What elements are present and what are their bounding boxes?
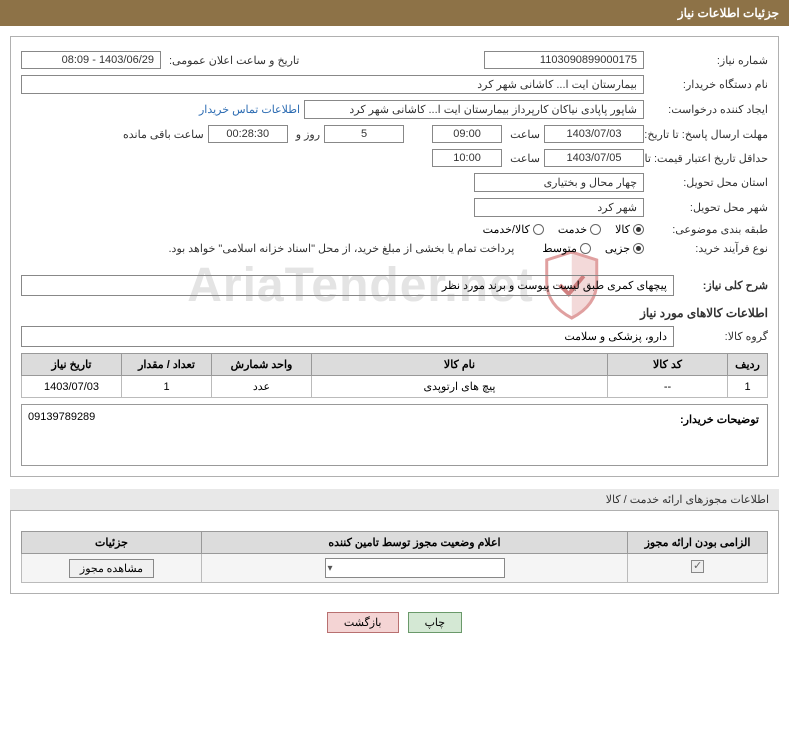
chevron-down-icon: ▾ <box>328 563 333 574</box>
table-row: 1 -- پیچ های ارتوپدی عدد 1 1403/07/03 <box>22 376 768 398</box>
footer-buttons: چاپ بازگشت <box>0 604 789 647</box>
buyer-desc-content: 09139789289 <box>22 405 657 465</box>
th-mandatory: الزامی بودن ارائه مجوز <box>628 532 768 554</box>
main-panel: شماره نیاز: 1103090899000175 تاریخ و ساع… <box>10 36 779 477</box>
need-number: 1103090899000175 <box>484 51 644 69</box>
th-status: اعلام وضعیت مجوز توسط تامین کننده <box>202 532 628 554</box>
th-name: نام کالا <box>312 354 608 376</box>
need-number-label: شماره نیاز: <box>648 54 768 67</box>
th-row: ردیف <box>728 354 768 376</box>
validity-time: 10:00 <box>432 149 502 167</box>
page-header: جزئیات اطلاعات نیاز <box>0 0 789 26</box>
city-label: شهر محل تحویل: <box>648 201 768 214</box>
desc-label: شرح کلی نیاز: <box>678 279 768 292</box>
buyer-org-label: نام دستگاه خریدار: <box>648 78 768 91</box>
th-code: کد کالا <box>608 354 728 376</box>
license-panel: الزامی بودن ارائه مجوز اعلام وضعیت مجوز … <box>10 510 779 594</box>
days-value: 5 <box>324 125 404 143</box>
province: چهار محال و بختیاری <box>474 173 644 192</box>
radio-service[interactable]: خدمت <box>558 223 601 236</box>
category-label: طبقه بندی موضوعی: <box>648 223 768 236</box>
radio-medium[interactable]: متوسط <box>542 242 591 255</box>
license-table: الزامی بودن ارائه مجوز اعلام وضعیت مجوز … <box>21 531 768 583</box>
process-radios: جزیی متوسط <box>542 242 644 255</box>
print-button[interactable]: چاپ <box>408 612 463 633</box>
th-date: تاریخ نیاز <box>22 354 122 376</box>
validity-date: 1403/07/05 <box>544 149 644 167</box>
th-qty: تعداد / مقدار <box>122 354 212 376</box>
goods-section-title: اطلاعات کالاهای مورد نیاز <box>21 306 768 320</box>
province-label: استان محل تحویل: <box>648 176 768 189</box>
license-row: ▾ مشاهده مجوز <box>22 554 768 583</box>
th-details: جزئیات <box>22 532 202 554</box>
radio-small[interactable]: جزیی <box>605 242 644 255</box>
process-label: نوع فرآیند خرید: <box>648 242 768 255</box>
deadline-label: مهلت ارسال پاسخ: تا تاریخ: <box>648 128 768 141</box>
license-section-header: اطلاعات مجوزهای ارائه خدمت / کالا <box>10 489 779 510</box>
process-note: پرداخت تمام یا بخشی از مبلغ خرید، از محل… <box>165 242 515 255</box>
category-radios: کالا خدمت کالا/خدمت <box>483 223 644 236</box>
requester-label: ایجاد کننده درخواست: <box>648 103 768 116</box>
desc-value: پیچهای کمری طبق لیست پیوست و برند مورد ن… <box>21 275 674 296</box>
remaining-label: ساعت باقی مانده <box>119 128 204 141</box>
group-value: دارو، پزشکی و سلامت <box>21 326 674 347</box>
back-button[interactable]: بازگشت <box>327 612 399 633</box>
view-license-button[interactable]: مشاهده مجوز <box>69 559 154 578</box>
radio-goods[interactable]: کالا <box>615 223 644 236</box>
time-label-2: ساعت <box>506 152 540 165</box>
goods-table: ردیف کد کالا نام کالا واحد شمارش تعداد /… <box>21 353 768 398</box>
days-label: روز و <box>292 128 320 141</box>
buyer-desc-box: توضیحات خریدار: 09139789289 <box>21 404 768 466</box>
city: شهر کرد <box>474 198 644 217</box>
radio-goods-service[interactable]: کالا/خدمت <box>483 223 544 236</box>
th-unit: واحد شمارش <box>212 354 312 376</box>
contact-link[interactable]: اطلاعات تماس خریدار <box>199 103 300 116</box>
requester: شاپور پاپادی نیاکان کارپرداز بیمارستان ا… <box>304 100 644 119</box>
group-label: گروه کالا: <box>678 330 768 343</box>
deadline-date: 1403/07/03 <box>544 125 644 143</box>
announce-date-label: تاریخ و ساعت اعلان عمومی: <box>165 54 299 67</box>
buyer-org: بیمارستان ایت ا... کاشانی شهر کرد <box>21 75 644 94</box>
validity-label: حداقل تاریخ اعتبار قیمت: تا تاریخ: <box>648 152 768 165</box>
countdown: 00:28:30 <box>208 125 288 143</box>
time-label-1: ساعت <box>506 128 540 141</box>
status-select[interactable]: ▾ <box>325 558 505 578</box>
buyer-desc-label: توضیحات خریدار: <box>657 405 767 465</box>
deadline-time: 09:00 <box>432 125 502 143</box>
announce-date: 1403/06/29 - 08:09 <box>21 51 161 69</box>
mandatory-checkbox <box>691 560 704 573</box>
